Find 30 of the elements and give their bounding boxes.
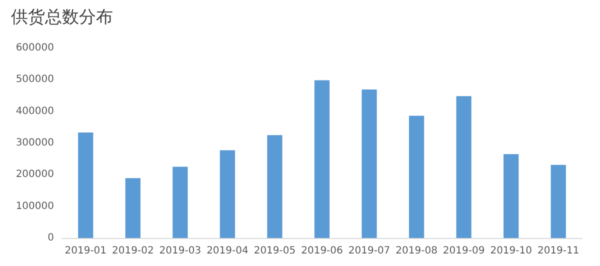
bar [125,178,140,238]
bar [550,164,566,238]
bar [78,132,94,238]
bar [172,166,188,238]
y-tick-label: 400000 [16,106,54,117]
x-tick-label: 2019-03 [159,246,202,256]
y-tick-label: 100000 [16,200,54,212]
bar [314,80,330,238]
bar [456,96,472,238]
y-tick-label: 600000 [16,42,54,54]
x-tick-label: 2019-07 [348,246,390,256]
x-tick-label: 2019-05 [254,246,296,256]
bar [267,135,282,238]
y-tick-label: 0 [48,232,54,244]
y-tick-label: 500000 [16,74,54,86]
x-tick-label: 2019-09 [442,246,485,256]
x-tick-label: 2019-10 [490,246,532,256]
bar [362,89,377,238]
y-tick-label: 200000 [16,169,54,180]
bar [408,116,424,238]
y-tick-label: 300000 [16,138,54,148]
bar [220,150,236,238]
x-tick-label: 2019-02 [112,246,154,256]
x-tick-label: 2019-06 [301,246,343,256]
x-tick-label: 2019-04 [206,246,248,256]
bar [504,154,519,238]
x-tick-label: 2019-01 [64,246,107,256]
x-tick-label: 2019-11 [537,246,580,256]
x-tick-label: 2019-08 [396,246,438,256]
chart-title: 供货总数分布 [11,8,113,28]
